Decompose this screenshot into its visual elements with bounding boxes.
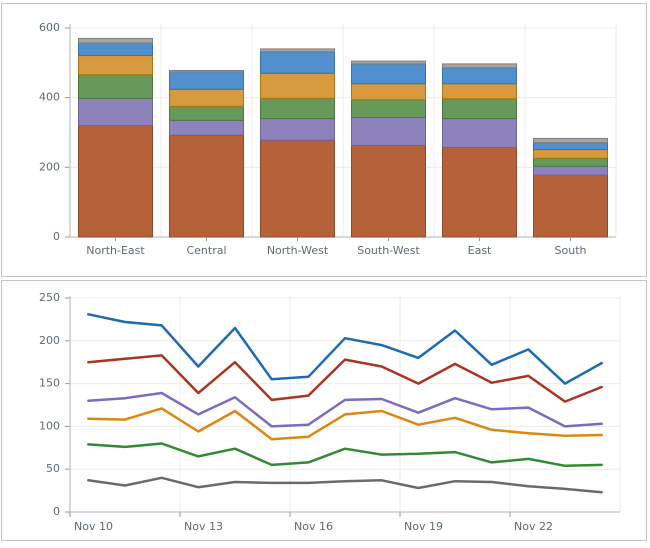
bar-segment-blue bbox=[169, 71, 244, 90]
x-axis-label: North-West bbox=[267, 244, 329, 257]
bar-segment-rust bbox=[351, 144, 426, 238]
x-axis-label: Nov 22 bbox=[514, 520, 553, 533]
y-axis-label: 250 bbox=[39, 291, 60, 304]
line-series-purple bbox=[87, 391, 603, 428]
line-series-orange bbox=[87, 407, 603, 441]
bar-segment-green bbox=[351, 99, 426, 119]
x-axis-label: South-West bbox=[357, 244, 420, 257]
bar-segment-gray bbox=[351, 60, 426, 65]
bar-segment-gold bbox=[260, 72, 335, 99]
bar-segment-green bbox=[260, 97, 335, 120]
bar-segment-rust bbox=[260, 139, 335, 238]
bar-segment-purple bbox=[260, 118, 335, 141]
bar-segment-gold bbox=[351, 83, 426, 101]
x-axis-label: East bbox=[468, 244, 492, 257]
y-axis-label: 50 bbox=[46, 462, 60, 475]
x-axis-label: Nov 10 bbox=[74, 520, 113, 533]
bar-segment-rust bbox=[442, 146, 517, 238]
bar-segment-gray bbox=[442, 63, 517, 69]
y-axis-label: 150 bbox=[39, 377, 60, 390]
x-axis-label: North-East bbox=[86, 244, 145, 257]
y-axis-label: 200 bbox=[39, 160, 60, 173]
line-series-green bbox=[87, 442, 603, 468]
bar-segment-blue bbox=[533, 142, 608, 151]
y-axis-label: 200 bbox=[39, 334, 60, 347]
bar-segment-gray bbox=[260, 48, 335, 53]
y-axis-label: 400 bbox=[39, 91, 60, 104]
bar-segment-blue bbox=[442, 67, 517, 85]
y-axis-label: 0 bbox=[53, 230, 60, 243]
line-series-blue bbox=[87, 313, 603, 385]
bar-segment-green bbox=[533, 157, 608, 167]
bar-segment-green bbox=[442, 98, 517, 120]
x-axis-label: Nov 16 bbox=[294, 520, 333, 533]
bar-segment-gold bbox=[533, 149, 608, 159]
bar-segment-purple bbox=[533, 165, 608, 176]
bar-segment-rust bbox=[533, 174, 608, 238]
bar-segment-gray bbox=[533, 137, 608, 144]
line-chart-panel: 0 50 100 150 200 250 Nov 10 Nov 13 Nov 16 Nov 19 N… bbox=[1, 280, 647, 541]
bar-segment-rust bbox=[169, 134, 244, 238]
bar-segment-gray bbox=[78, 37, 153, 44]
line-series-red bbox=[87, 354, 603, 403]
bar-segment-gold bbox=[169, 88, 244, 107]
bar-segment-gray bbox=[169, 69, 244, 73]
stacked-bar-chart: 0 200 400 600 North-East Central North-West Sou… bbox=[39, 21, 617, 257]
x-axis-label: Central bbox=[186, 244, 226, 257]
bar-segment-green bbox=[78, 74, 153, 99]
x-axis-label: South bbox=[555, 244, 587, 257]
bar-segment-purple bbox=[169, 119, 244, 136]
y-axis-label: 0 bbox=[53, 505, 60, 518]
y-axis-label: 100 bbox=[39, 419, 60, 432]
bar-segment-purple bbox=[442, 118, 517, 148]
bar-segment-purple bbox=[78, 97, 153, 127]
x-axis-label: Nov 13 bbox=[184, 520, 223, 533]
line-series-gray bbox=[87, 476, 603, 494]
bar-segment-rust bbox=[78, 125, 153, 238]
bar-segment-blue bbox=[351, 63, 426, 85]
bar-segment-blue bbox=[260, 51, 335, 74]
bar-segment-green bbox=[169, 105, 244, 121]
bar-segment-purple bbox=[351, 117, 426, 146]
stacked-bar-chart-panel: 0 200 400 600 North-East Central North-West Sou… bbox=[1, 3, 647, 277]
x-axis-label: Nov 19 bbox=[404, 520, 443, 533]
line-chart: 0 50 100 150 200 250 Nov 10 Nov 13 Nov 16 Nov 19 N… bbox=[39, 291, 621, 533]
bar-segment-gold bbox=[442, 83, 517, 100]
y-axis-label: 600 bbox=[39, 21, 60, 34]
bar-segment-blue bbox=[78, 42, 153, 57]
bar-segment-gold bbox=[78, 55, 153, 76]
